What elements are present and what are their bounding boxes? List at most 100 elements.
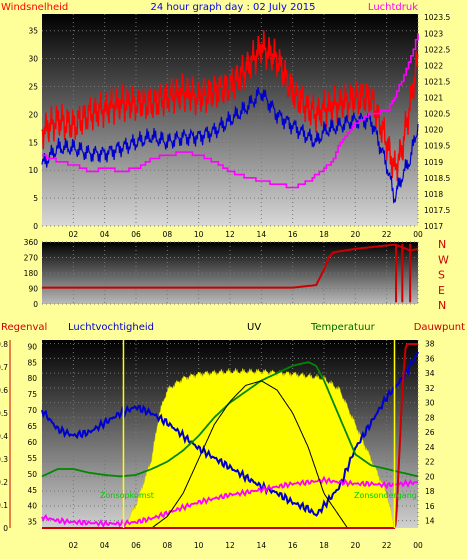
temperature-tick-label: 22 <box>425 458 435 467</box>
uv-label: UV <box>247 322 261 333</box>
pressure-y-axis: 1017 1017.5 1018 1018.5 1019 1019.5 1020 1020.5… <box>424 13 450 231</box>
climate-series <box>41 340 419 529</box>
x-tick-label: 06 <box>131 541 141 550</box>
wind-y-axis: 0 5 10 15 20 25 30 35 <box>28 27 38 231</box>
temperature-tick-label: 20 <box>425 472 435 481</box>
x-tick-label: 02 <box>69 541 79 550</box>
climate-x-axis: 02 04 06 08 10 12 14 16 18 20 22 00 <box>69 541 423 550</box>
rain-y-axis: 0 0.1 0.2 0.3 0.4 0.5 0.6 0.7 0.8 <box>0 340 11 533</box>
humidity-tick-label: 70 <box>27 406 37 415</box>
sunset-label: Zonsondergang <box>354 491 417 500</box>
temperature-tick-label: 16 <box>425 502 435 511</box>
direction-tick-label: 90 <box>28 285 38 294</box>
y-tick-label: 5 <box>33 194 38 203</box>
temperature-tick-label: 36 <box>425 354 435 363</box>
temperature-tick-label: 32 <box>425 384 435 393</box>
y-tick-label: 30 <box>28 55 38 64</box>
pressure-tick-label: 1021.5 <box>424 77 450 86</box>
x-tick-label: 12 <box>225 230 235 239</box>
pressure-tick-label: 1019.5 <box>424 142 450 151</box>
pressure-line <box>42 33 419 189</box>
solar-area <box>123 367 396 529</box>
temperature-tick-label: 18 <box>425 487 435 496</box>
wind-series <box>41 30 419 204</box>
humidity-tick-label: 75 <box>27 390 37 399</box>
direction-series <box>42 243 419 303</box>
compass-label: E <box>438 284 445 297</box>
x-tick-label: 04 <box>100 541 110 550</box>
humidity-tick-label: 55 <box>27 454 37 463</box>
x-tick-label: 16 <box>288 230 298 239</box>
direction-tick-label: 360 <box>24 238 39 247</box>
direction-tick-label: 0 <box>33 300 38 309</box>
x-tick-label: 22 <box>382 541 392 550</box>
humidity-tick-label: 90 <box>27 342 37 351</box>
sunrise-label: Zonsopkomst <box>100 491 154 500</box>
humidity-y-axis: 35 40 45 50 55 60 65 70 75 80 85 90 <box>27 342 37 526</box>
x-tick-label: 14 <box>257 541 267 550</box>
rain-tick-label: 0.4 <box>0 432 8 441</box>
pressure-tick-label: 1020 <box>424 126 443 135</box>
pressure-label: Luchtdruk <box>368 2 418 13</box>
x-tick-label: 12 <box>225 541 235 550</box>
humidity-label: Luchtvochtigheid <box>68 322 154 333</box>
humidity-tick-label: 60 <box>27 438 37 447</box>
chart-title: 24 hour graph day : 02 July 2015 <box>150 2 315 13</box>
rain-tick-label: 0.7 <box>0 363 8 372</box>
x-tick-label: 00 <box>413 230 423 239</box>
temperature-tick-label: 24 <box>425 443 435 452</box>
direction-y-axis: 0 90 180 270 360 <box>24 238 39 309</box>
temperature-tick-label: 38 <box>425 340 435 349</box>
y-tick-label: 15 <box>28 138 38 147</box>
temperature-line <box>41 361 419 478</box>
humidity-line <box>41 351 419 517</box>
x-tick-label: 08 <box>163 230 173 239</box>
wind-x-axis: 02 04 06 08 10 12 14 16 18 20 22 00 <box>69 230 423 239</box>
x-tick-label: 02 <box>69 230 79 239</box>
y-tick-label: 10 <box>28 166 38 175</box>
humidity-tick-label: 85 <box>27 358 37 367</box>
rain-line <box>42 343 418 529</box>
direction-line <box>42 243 419 289</box>
x-tick-label: 20 <box>351 541 361 550</box>
x-tick-label: 04 <box>100 230 110 239</box>
pressure-tick-label: 1022 <box>424 61 443 70</box>
temperature-tick-label: 26 <box>425 428 435 437</box>
compass-label: S <box>438 269 445 282</box>
x-tick-label: 18 <box>319 541 329 550</box>
humidity-tick-label: 80 <box>27 374 37 383</box>
y-tick-label: 35 <box>28 27 38 36</box>
temperature-tick-label: 30 <box>425 399 435 408</box>
y-tick-label: 25 <box>28 83 38 92</box>
direction-tick-label: 180 <box>24 269 39 278</box>
x-tick-label: 14 <box>257 230 267 239</box>
gust-line <box>41 30 419 182</box>
pressure-tick-label: 1021 <box>424 94 443 103</box>
rain-tick-label: 0.2 <box>0 478 8 487</box>
x-tick-label: 18 <box>319 230 329 239</box>
dewpoint-label: Dauwpunt <box>414 322 465 333</box>
humidity-tick-label: 40 <box>27 502 37 511</box>
wind-speed-label: Windsnelheid <box>1 2 68 13</box>
humidity-tick-label: 35 <box>27 518 37 527</box>
pressure-tick-label: 1018.5 <box>424 174 450 183</box>
rain-tick-label: 0.8 <box>0 340 8 349</box>
compass-label: N <box>438 238 446 251</box>
x-tick-label: 16 <box>288 541 298 550</box>
pressure-tick-label: 1023 <box>424 29 443 38</box>
temperature-tick-label: 28 <box>425 413 435 422</box>
avg-line <box>41 87 419 204</box>
humidity-tick-label: 45 <box>27 486 37 495</box>
x-tick-label: 22 <box>382 230 392 239</box>
rain-label: Regenval <box>1 322 47 333</box>
rain-tick-label: 0 <box>3 524 8 533</box>
temperature-y-axis: 14 16 18 20 22 24 26 28 30 32 34 36 38 <box>425 340 435 526</box>
y-tick-label: 0 <box>33 222 38 231</box>
direction-tick-label: 270 <box>24 254 39 263</box>
x-tick-label: 00 <box>413 541 423 550</box>
temperature-label: Temperatuur <box>310 322 376 333</box>
temperature-tick-label: 34 <box>425 369 435 378</box>
humidity-tick-label: 50 <box>27 470 37 479</box>
